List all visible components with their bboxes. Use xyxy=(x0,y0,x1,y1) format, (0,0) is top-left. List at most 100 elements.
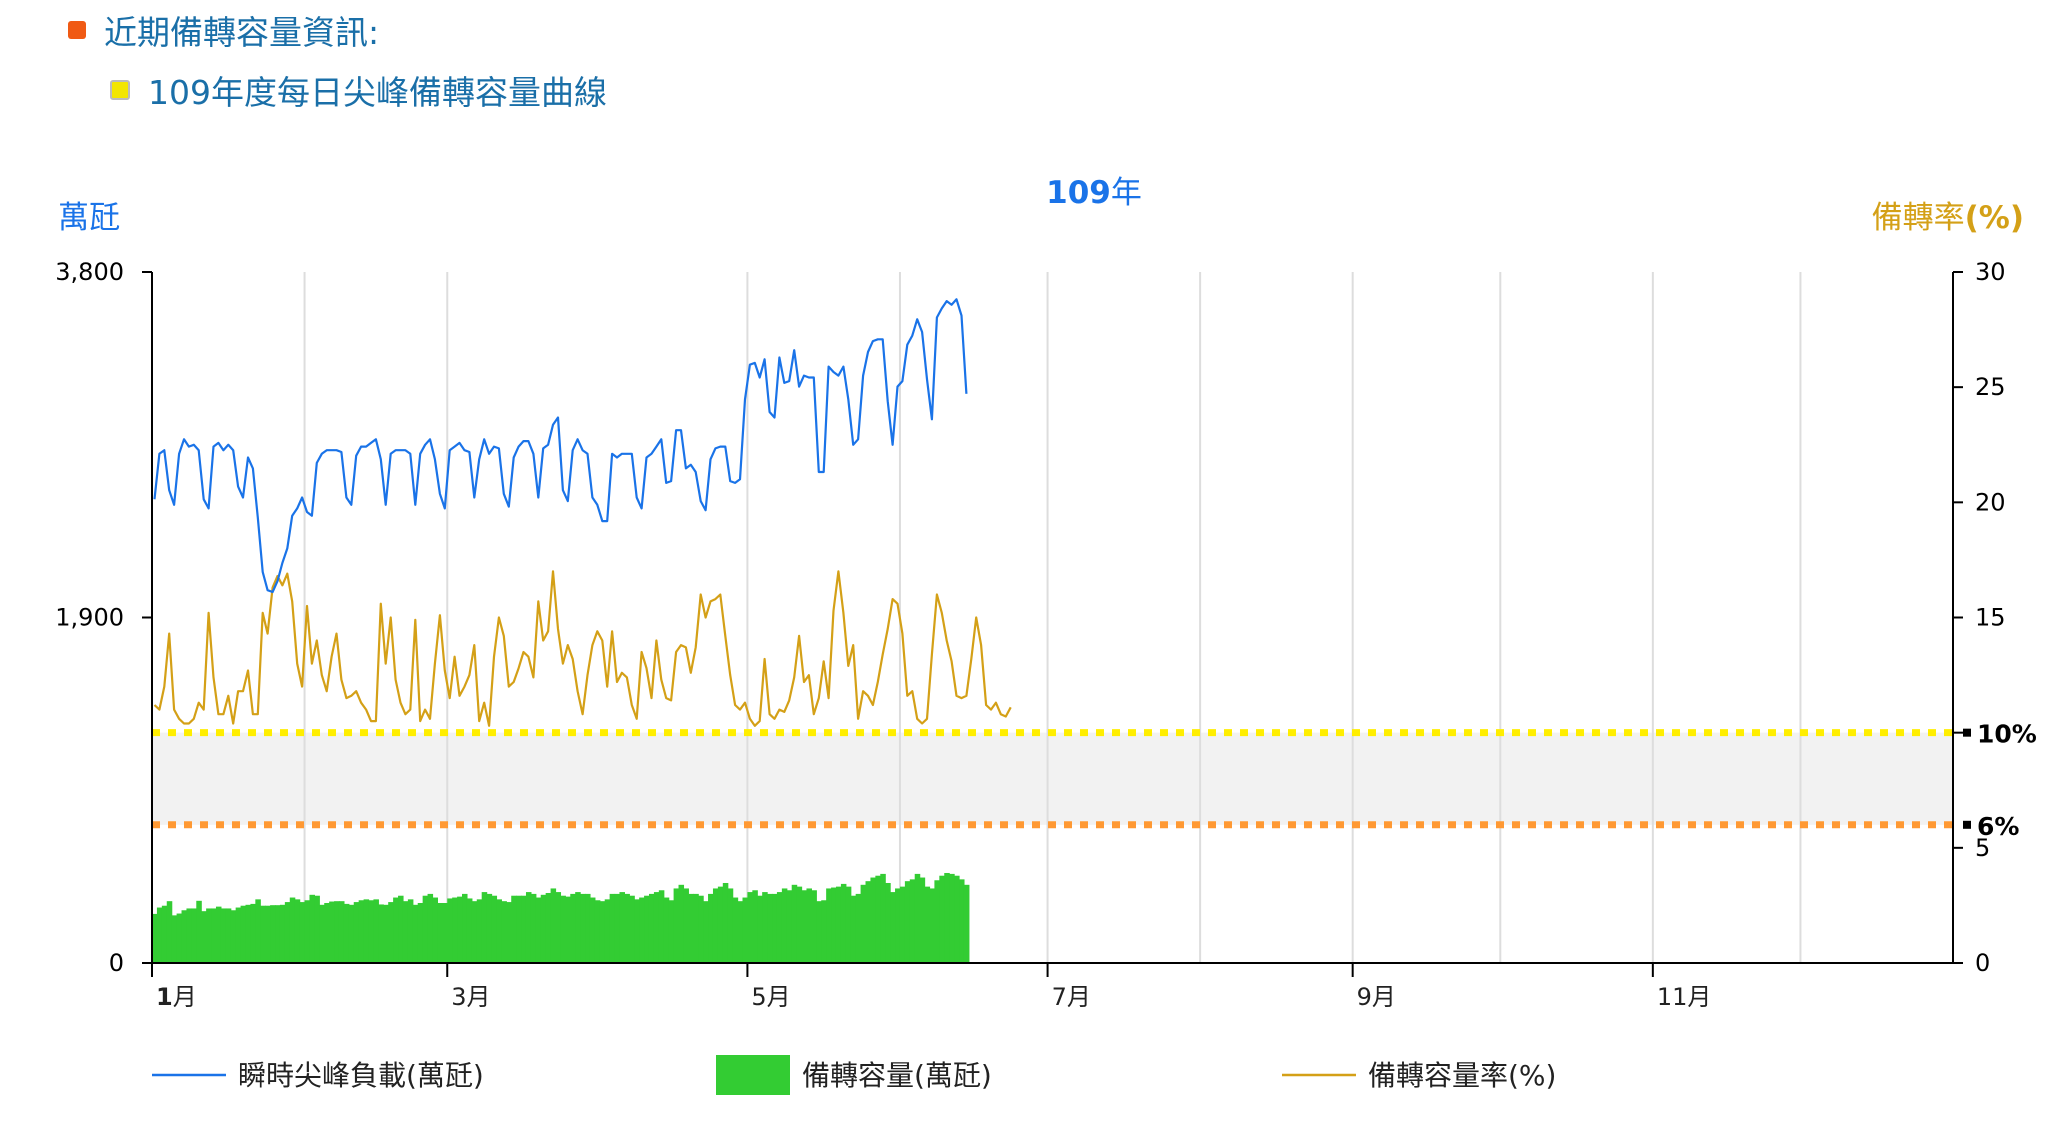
reserve-bar xyxy=(786,890,793,963)
reserve-bar xyxy=(585,893,591,963)
reserve-bar xyxy=(555,892,562,963)
reserve-bar xyxy=(644,895,650,963)
reserve-bar xyxy=(270,905,276,963)
reserve-bar xyxy=(211,908,217,963)
reserve-bar xyxy=(550,888,557,963)
reserve-bar xyxy=(171,915,178,963)
reserve-bar xyxy=(594,900,601,963)
reserve-bar xyxy=(757,895,763,963)
reserve-bar xyxy=(712,888,719,963)
reserve-bar xyxy=(348,904,355,963)
reserve-bar xyxy=(481,892,488,963)
peak-load-line xyxy=(153,298,968,594)
reserve-bar xyxy=(511,895,517,963)
reserve-bar xyxy=(516,895,522,963)
chart-title-suffix: 年 xyxy=(1111,175,1142,211)
reserve-bar xyxy=(934,880,940,963)
reserve-bar xyxy=(501,901,507,963)
reserve-bar xyxy=(890,892,896,963)
series-lines xyxy=(152,298,1953,829)
reserve-bar xyxy=(575,892,581,963)
reserve-bar xyxy=(939,875,945,963)
reserve-bar xyxy=(560,895,566,963)
reserve-bar xyxy=(363,899,370,963)
reserve-bar xyxy=(634,899,640,963)
threshold-marker xyxy=(1963,728,1971,737)
reserve-bar xyxy=(432,897,439,963)
reserve-bar xyxy=(304,900,311,963)
sub-header[interactable]: 109年度每日尖峰備轉容量曲線 xyxy=(110,66,607,114)
legend-label: 瞬時尖峰負載(萬瓩) xyxy=(238,1059,484,1092)
reserve-bar xyxy=(368,900,375,963)
reserve-bar xyxy=(717,886,724,963)
reserve-bar xyxy=(166,901,173,963)
reserve-bar xyxy=(752,890,758,963)
reserve-bar xyxy=(875,875,881,963)
sub-title-link[interactable]: 109年度每日尖峰備轉容量曲線 xyxy=(148,73,607,112)
threshold-label: 6% xyxy=(1977,812,2019,841)
reserve-bar xyxy=(722,882,729,963)
reserve-bar xyxy=(565,896,571,963)
reserve-bar xyxy=(904,881,911,963)
reserve-bar xyxy=(624,893,630,963)
reserve-bar xyxy=(181,910,188,963)
reserve-bar xyxy=(703,901,709,963)
reserve-bar xyxy=(255,899,261,963)
chart-title-year: 109 xyxy=(1046,175,1111,211)
reserve-bar xyxy=(880,873,886,963)
x-tick-label: 5月 xyxy=(751,983,790,1011)
reserve-bar xyxy=(791,884,798,963)
y-right-label: 備轉率(%) xyxy=(1872,200,2024,236)
reserve-bar xyxy=(855,893,862,963)
reserve-bar xyxy=(540,894,547,963)
reserve-bar xyxy=(265,905,271,963)
section-bullet-icon xyxy=(68,21,86,39)
reserve-bar xyxy=(334,901,340,963)
reserve-bar xyxy=(860,884,867,963)
reserve-bar xyxy=(589,897,596,963)
reserve-bar xyxy=(284,902,291,963)
reserve-bar xyxy=(412,904,419,963)
reserve-bars xyxy=(152,872,970,963)
reserve-bar xyxy=(353,902,360,963)
reserve-bar xyxy=(963,884,970,963)
reserve-bar xyxy=(653,892,660,963)
reserve-bar xyxy=(821,900,827,963)
chart-grid xyxy=(303,272,1802,963)
x-tick-first-suffix: 月 xyxy=(173,983,197,1011)
reserve-bar xyxy=(648,893,655,963)
reserve-bar xyxy=(427,893,434,963)
reserve-bar xyxy=(343,903,350,963)
reserve-bar xyxy=(373,899,379,963)
reserve-bar xyxy=(521,895,527,963)
x-tick-label: 1月 xyxy=(156,983,197,1011)
y-left-tick-label: 1,900 xyxy=(55,604,124,632)
reserve-bar xyxy=(599,901,606,963)
y-right-tick-label: 30 xyxy=(1975,258,2006,286)
reserve-bar xyxy=(816,901,822,963)
reserve-bar xyxy=(678,884,685,963)
x-tick-first-bold: 1 xyxy=(156,983,173,1011)
y-right-tick-label: 15 xyxy=(1975,604,2006,632)
reserve-bar xyxy=(388,902,394,963)
reserve-bar xyxy=(658,890,665,963)
reserve-bar xyxy=(929,888,936,963)
reserve-bar xyxy=(452,897,458,963)
reserve-bar xyxy=(663,897,670,963)
reserve-bar xyxy=(206,908,212,963)
reserve-bar xyxy=(398,895,404,963)
reserve-bar xyxy=(220,908,227,963)
threshold-label: 10% xyxy=(1977,720,2037,749)
chart-bands xyxy=(152,732,1953,825)
reserve-bar xyxy=(338,901,345,963)
reserve-bar xyxy=(801,890,808,963)
reserve-bar xyxy=(457,896,463,963)
reserve-bar xyxy=(215,906,222,963)
reserve-bar xyxy=(535,897,542,963)
reserve-bar xyxy=(235,907,242,963)
reserve-bar xyxy=(776,892,783,963)
reserve-bar xyxy=(811,890,817,963)
y-right-label-text: 備轉率 xyxy=(1872,200,1965,236)
reserve-bar xyxy=(186,908,192,963)
